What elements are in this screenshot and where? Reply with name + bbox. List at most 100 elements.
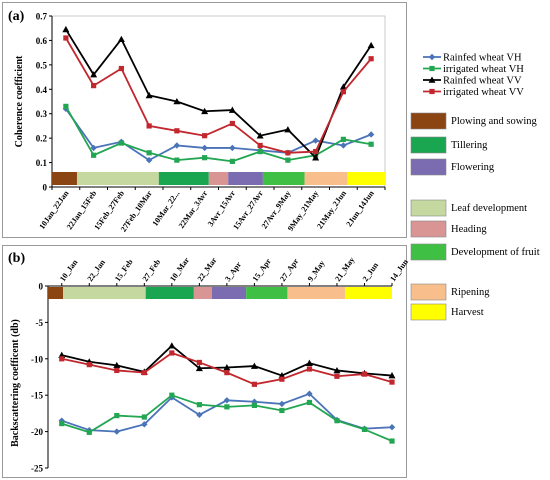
- data-point: [389, 379, 395, 385]
- data-point: [173, 142, 181, 149]
- y-tick-label: -10: [31, 354, 43, 364]
- data-point: [113, 361, 121, 369]
- data-point: [389, 438, 395, 444]
- y-tick-label: 0.3: [36, 109, 48, 119]
- data-point: [251, 381, 257, 387]
- stage-legend-swatch: [410, 283, 447, 301]
- data-point: [114, 412, 120, 419]
- data-point: [228, 106, 236, 113]
- stage-legend-swatch: [410, 112, 447, 130]
- data-point: [174, 157, 180, 163]
- data-point: [279, 407, 285, 414]
- stage-legend-swatch: [410, 243, 447, 261]
- stage-legend-label: Development of fruit: [451, 247, 540, 258]
- panel-a-frame: [2, 2, 407, 238]
- data-point: [340, 89, 346, 95]
- data-point: [306, 390, 313, 397]
- data-point: [333, 366, 341, 374]
- stage-legend-swatch: [410, 136, 447, 154]
- stage-legend-label: Harvest: [451, 307, 484, 318]
- data-point: [114, 367, 120, 374]
- stage-bar-segment: [52, 172, 77, 185]
- legend-label: Rainfed wheat VV: [443, 76, 522, 87]
- data-point: [141, 421, 148, 428]
- data-point: [256, 132, 264, 139]
- data-point: [113, 428, 120, 435]
- series-line: [65, 105, 372, 163]
- stage-legend-label: Ripening: [451, 287, 490, 298]
- legend-marker: [428, 53, 436, 61]
- data-point: [145, 91, 153, 99]
- y-axis-label: Coherence coefficient: [14, 55, 25, 147]
- data-point: [174, 128, 180, 134]
- data-point: [59, 356, 65, 362]
- y-tick-label: 0: [43, 183, 48, 193]
- data-point: [278, 400, 286, 408]
- data-point: [196, 359, 202, 366]
- stage-legend-label: Plowing and sowing: [451, 116, 538, 127]
- data-point: [63, 35, 69, 41]
- data-point: [339, 83, 347, 90]
- data-point: [388, 372, 396, 379]
- stage-legend-label: Leaf development: [451, 203, 527, 214]
- data-point: [368, 56, 374, 62]
- data-point: [201, 144, 208, 152]
- y-tick-label: 0.4: [36, 85, 48, 95]
- data-point: [90, 144, 97, 152]
- y-axis-label: Backscattering coefficent (db): [10, 319, 21, 447]
- data-point: [117, 35, 125, 43]
- data-point: [223, 397, 231, 404]
- data-point: [201, 107, 209, 115]
- stage-bar-segment: [63, 287, 146, 299]
- series-line: [65, 37, 372, 154]
- stage-bar-segment: [158, 172, 209, 185]
- data-point: [367, 41, 375, 49]
- y-tick-label: -15: [31, 391, 43, 401]
- data-point: [312, 154, 320, 161]
- data-point: [224, 404, 230, 410]
- panel-a-label: (a): [8, 9, 25, 24]
- stage-bar-segment: [193, 287, 212, 299]
- data-point: [196, 402, 202, 408]
- data-point: [86, 429, 92, 435]
- stage-legend-swatch: [410, 220, 447, 238]
- data-point: [251, 402, 257, 408]
- stage-bar-segment: [347, 172, 385, 185]
- stage-bar-segment: [208, 172, 229, 185]
- stage-legend-swatch: [410, 199, 447, 217]
- stage-legend-label: Heading: [451, 224, 487, 235]
- stage-legend-label: Tillering: [451, 140, 488, 151]
- data-point: [223, 364, 231, 371]
- data-point: [257, 142, 263, 149]
- data-point: [91, 83, 97, 89]
- y-tick-label: 0.6: [36, 36, 48, 46]
- data-point: [146, 123, 152, 129]
- data-point: [202, 155, 208, 161]
- data-point: [388, 424, 396, 431]
- stage-bar-segment: [76, 172, 159, 185]
- data-point: [173, 98, 181, 105]
- stage-bar-segment: [246, 287, 288, 299]
- data-point: [285, 150, 291, 156]
- legend-marker: [429, 65, 435, 72]
- data-point: [340, 136, 346, 142]
- stage-bar-segment: [48, 287, 64, 299]
- data-point: [62, 25, 70, 33]
- panel-b-frame: [2, 245, 407, 478]
- stage-bar-segment: [145, 287, 194, 299]
- data-point: [169, 350, 175, 356]
- data-point: [90, 71, 98, 78]
- legend-marker: [428, 76, 436, 83]
- data-point: [229, 120, 235, 127]
- legend-label: Rainfed wheat VH: [443, 53, 522, 64]
- data-point: [202, 133, 208, 139]
- data-point: [285, 157, 291, 163]
- legend-marker: [429, 88, 435, 95]
- data-point: [168, 342, 176, 349]
- data-point: [305, 359, 313, 366]
- data-point: [63, 103, 69, 109]
- data-point: [229, 144, 236, 152]
- data-point: [361, 371, 368, 377]
